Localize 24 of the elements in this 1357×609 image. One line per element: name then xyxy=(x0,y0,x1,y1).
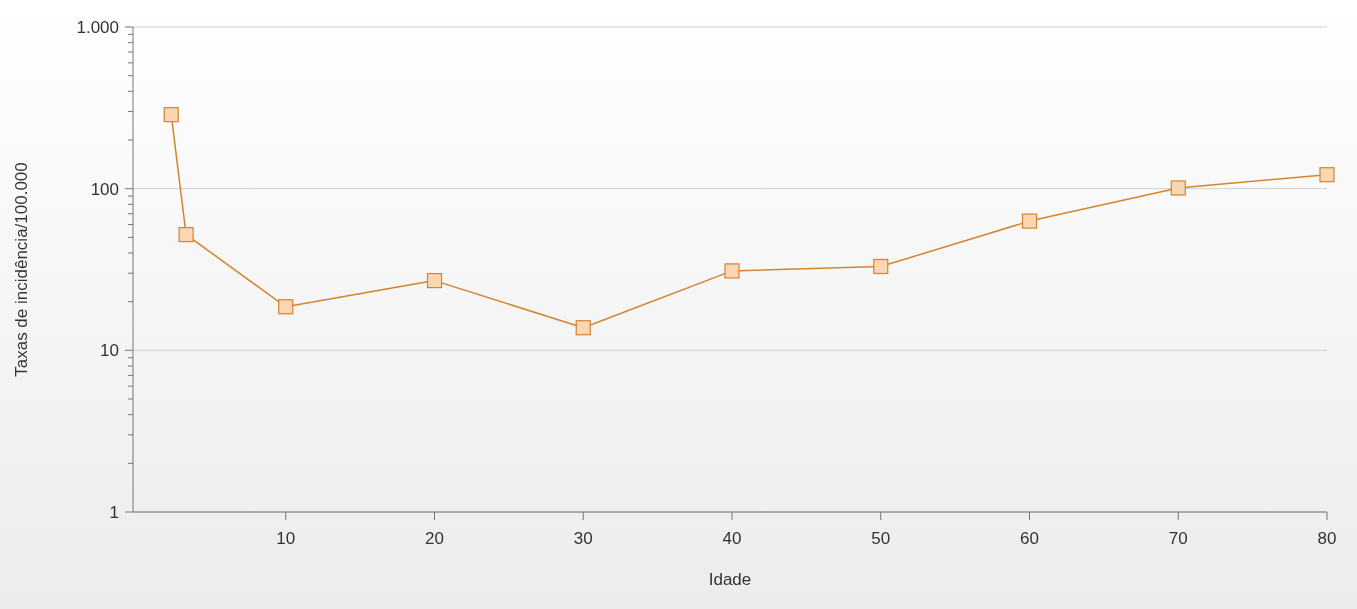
x-axis-title: Idade xyxy=(708,570,752,589)
x-tick-label: 70 xyxy=(1168,529,1188,548)
x-tick-label: 10 xyxy=(276,529,296,548)
x-tick-label: 20 xyxy=(425,529,444,548)
point xyxy=(278,299,294,315)
y-tick-label: 100 xyxy=(90,179,119,199)
point xyxy=(178,226,194,243)
y-axis-title: Taxas de incidência/100.000 xyxy=(12,162,31,377)
y-tick-label: 10 xyxy=(100,341,119,361)
point xyxy=(426,273,443,289)
y-tick-label: 1.000 xyxy=(76,17,119,37)
x-tick-label: 80 xyxy=(1317,529,1337,548)
x-tick-label: 60 xyxy=(1020,529,1039,548)
point xyxy=(1021,213,1038,229)
point xyxy=(1319,167,1335,183)
x-tick-label: 50 xyxy=(871,529,891,548)
point xyxy=(873,258,889,275)
point xyxy=(163,107,179,123)
x-tick-label: 30 xyxy=(573,529,593,548)
y-tick-label: 1 xyxy=(109,502,119,522)
point xyxy=(724,263,740,279)
point xyxy=(575,320,591,336)
x-tick-label: 40 xyxy=(722,529,742,548)
point xyxy=(1170,180,1186,196)
